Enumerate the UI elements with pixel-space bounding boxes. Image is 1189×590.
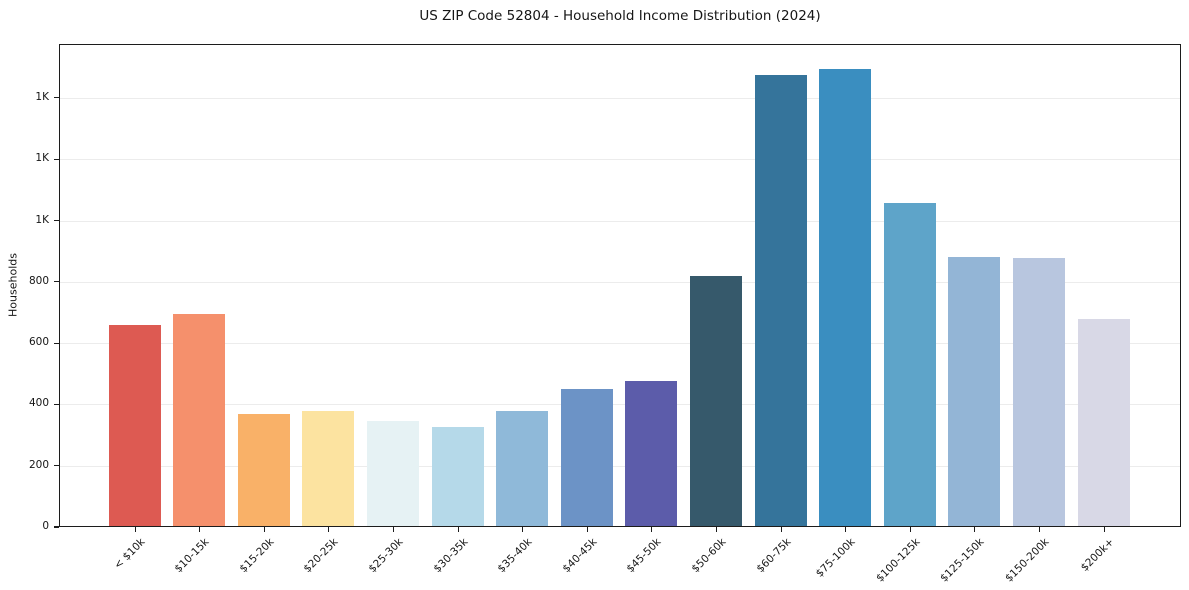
gridline [59, 220, 1181, 222]
x-tick-label: $40-45k [560, 536, 600, 576]
gridline [59, 281, 1181, 283]
bar-20-25k [302, 411, 355, 527]
y-axis: 0 200 400 600 800 1K 1K 1K [0, 44, 59, 532]
x-axis: < $10k $10-15k $15-20k $20-25k $25-30k $30-35… [59, 527, 1181, 590]
x-tick-mark [199, 527, 201, 532]
y-tick-mark [54, 219, 59, 222]
bar-100-125k [883, 202, 936, 527]
y-tick-label: 0 [42, 520, 49, 532]
x-tick-label: $30-35k [430, 536, 470, 576]
y-tick-label: 800 [28, 274, 49, 287]
bar-45-50k [625, 380, 678, 527]
bar-40-45k [560, 388, 613, 527]
bar-75-100k [819, 68, 872, 527]
x-tick-mark [1038, 527, 1041, 532]
x-tick-mark [522, 527, 524, 532]
y-tick-mark [54, 526, 59, 528]
bar-200k [1077, 318, 1130, 527]
x-tick-mark [1103, 527, 1105, 532]
x-tick-label: $150-200k [1002, 536, 1052, 585]
x-tick-mark [263, 527, 265, 532]
gridline [59, 159, 1181, 161]
x-tick-label: $45-50k [624, 536, 664, 576]
plot-area [59, 44, 1181, 527]
x-tick-mark [974, 527, 976, 532]
x-tick-mark [392, 527, 395, 532]
gridline [59, 97, 1181, 99]
bar-150-200k [1012, 257, 1065, 527]
y-tick-label: 600 [28, 336, 49, 349]
x-tick-label: < $10k [111, 536, 147, 572]
x-tick-mark [586, 527, 588, 532]
bar-35-40k [496, 411, 549, 527]
y-tick-label: 1K [35, 152, 49, 165]
y-tick-mark [54, 281, 59, 283]
y-tick-label: 1K [35, 90, 49, 103]
bar-125-150k [948, 257, 1001, 527]
x-tick-mark [715, 527, 718, 532]
x-tick-label: $125-150k [938, 536, 987, 585]
x-tick-label: $100-125k [873, 536, 923, 585]
x-tick-mark [134, 527, 136, 532]
y-tick-mark [54, 465, 59, 467]
x-tick-mark [845, 527, 847, 532]
bar-50-60k [689, 275, 742, 527]
gridline [59, 404, 1181, 406]
x-tick-mark [328, 527, 330, 532]
y-tick-label: 1K [35, 213, 49, 226]
y-tick-mark [54, 97, 59, 99]
bar-30-35k [431, 427, 484, 527]
bar-15-20k [237, 413, 290, 527]
x-tick-label: $75-100k [813, 536, 858, 580]
bars-layer [59, 44, 1181, 527]
x-tick-mark [909, 527, 911, 532]
bar-60-75k [754, 75, 807, 527]
x-tick-label: $60-75k [753, 536, 793, 576]
chart-title: US ZIP Code 52804 - Household Income Dis… [419, 8, 821, 24]
gridline [59, 465, 1181, 467]
x-tick-mark [457, 527, 459, 532]
y-tick-label: 200 [28, 458, 49, 471]
gridline [59, 343, 1181, 345]
x-tick-label: $50-60k [689, 536, 729, 576]
x-tick-label: $200k+ [1078, 536, 1116, 574]
bar-10k [108, 324, 161, 527]
x-tick-mark [651, 527, 653, 532]
bar-10-15k [173, 314, 226, 527]
y-tick-mark [54, 158, 59, 160]
x-tick-label: $15-20k [237, 536, 277, 576]
x-tick-label: $25-30k [366, 536, 406, 576]
x-tick-label: $10-15k [172, 536, 212, 576]
x-tick-mark [780, 527, 782, 532]
y-tick-mark [54, 342, 59, 344]
x-tick-label: $20-25k [301, 536, 341, 576]
bar-25-30k [366, 421, 419, 527]
y-tick-label: 400 [28, 397, 49, 410]
x-tick-label: $35-40k [495, 536, 535, 576]
gridlines-layer [59, 44, 1181, 527]
y-tick-mark [54, 403, 59, 405]
